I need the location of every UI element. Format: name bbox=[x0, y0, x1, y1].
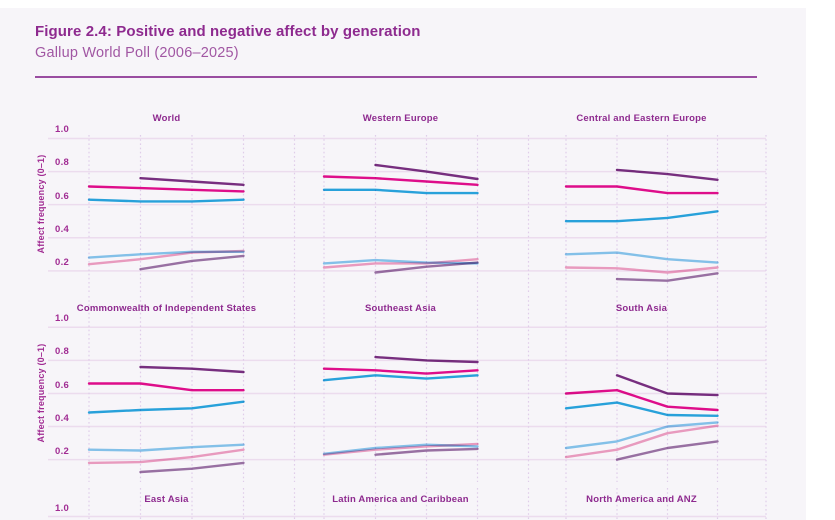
ytick-row1-0.6: 0.6 bbox=[55, 190, 70, 202]
series-line-magenta bbox=[87, 185, 245, 193]
series-line-cyan bbox=[564, 401, 719, 417]
panel-title-southeast-asia: Southeast Asia bbox=[364, 302, 437, 314]
header-divider bbox=[35, 76, 757, 78]
series-line-magenta bbox=[564, 389, 719, 412]
panel-title-world: World bbox=[152, 112, 181, 124]
series-line-lightpink bbox=[87, 448, 245, 465]
ytick-row2-0.4: 0.4 bbox=[55, 412, 70, 424]
series-line-lightpink bbox=[322, 258, 479, 269]
ytick-row1-0.8: 0.8 bbox=[55, 157, 70, 168]
series-line-purple bbox=[139, 176, 245, 187]
panel-title-cis: Commonwealth of Independent States bbox=[76, 302, 257, 314]
series-line-lightblue bbox=[564, 421, 719, 450]
series-line-lightblue bbox=[87, 250, 245, 259]
series-line-purple bbox=[139, 365, 245, 374]
panel-title-east-asia: East Asia bbox=[144, 493, 189, 505]
ytick-row2-0.6: 0.6 bbox=[55, 379, 70, 391]
series-line-lightblue bbox=[322, 443, 479, 455]
figure-subtitle: Gallup World Poll (2006–2025) bbox=[35, 45, 239, 61]
series-line-purple bbox=[374, 355, 479, 364]
ytick-row1-1.0: 1.0 bbox=[55, 124, 70, 135]
series-line-mauve bbox=[139, 461, 245, 474]
series-line-magenta bbox=[87, 382, 245, 392]
series-line-purple bbox=[615, 374, 719, 397]
panel-title-south-asia: South Asia bbox=[615, 302, 668, 314]
ytick-row2-0.2: 0.2 bbox=[55, 445, 70, 457]
series-line-mauve bbox=[139, 254, 245, 271]
series-line-cyan bbox=[322, 374, 479, 382]
series-line-magenta bbox=[564, 185, 719, 195]
series-line-mauve bbox=[374, 447, 479, 456]
ytick-row3-1.0: 1.0 bbox=[55, 502, 70, 514]
series-line-cyan bbox=[87, 400, 245, 414]
series-line-cyan bbox=[87, 198, 245, 203]
figure-title: Figure 2.4: Positive and negative affect… bbox=[35, 23, 421, 40]
ytick-row2-0.8: 0.8 bbox=[55, 346, 70, 357]
series-line-mauve bbox=[615, 440, 719, 461]
y-axis-label-row2: Affect frequency (0–1) bbox=[36, 343, 46, 443]
panel-title-north-america-anz: North America and ANZ bbox=[586, 493, 697, 505]
series-line-lightblue bbox=[564, 251, 719, 264]
ytick-row1-0.2: 0.2 bbox=[55, 256, 70, 268]
ytick-row2-1.0: 1.0 bbox=[55, 313, 70, 324]
series-line-cyan bbox=[322, 188, 479, 195]
series-line-lightpink bbox=[564, 424, 719, 459]
series-line-lightpink bbox=[564, 266, 719, 274]
series-line-magenta bbox=[322, 175, 479, 187]
series-line-purple bbox=[374, 163, 479, 181]
ytick-row1-0.4: 0.4 bbox=[55, 223, 70, 235]
series-line-cyan bbox=[564, 210, 719, 223]
y-axis-label-row1: Affect frequency (0–1) bbox=[36, 154, 46, 254]
series-line-lightblue bbox=[87, 443, 245, 452]
panel-title-latin-america-caribbean: Latin America and Caribbean bbox=[332, 493, 469, 505]
series-line-mauve bbox=[615, 272, 719, 282]
panel-title-western-europe: Western Europe bbox=[362, 112, 439, 124]
series-line-purple bbox=[615, 168, 719, 182]
series-line-magenta bbox=[322, 367, 479, 375]
panel-title-central-eastern-europe: Central and Eastern Europe bbox=[576, 112, 707, 124]
series-line-lightblue bbox=[322, 258, 479, 265]
